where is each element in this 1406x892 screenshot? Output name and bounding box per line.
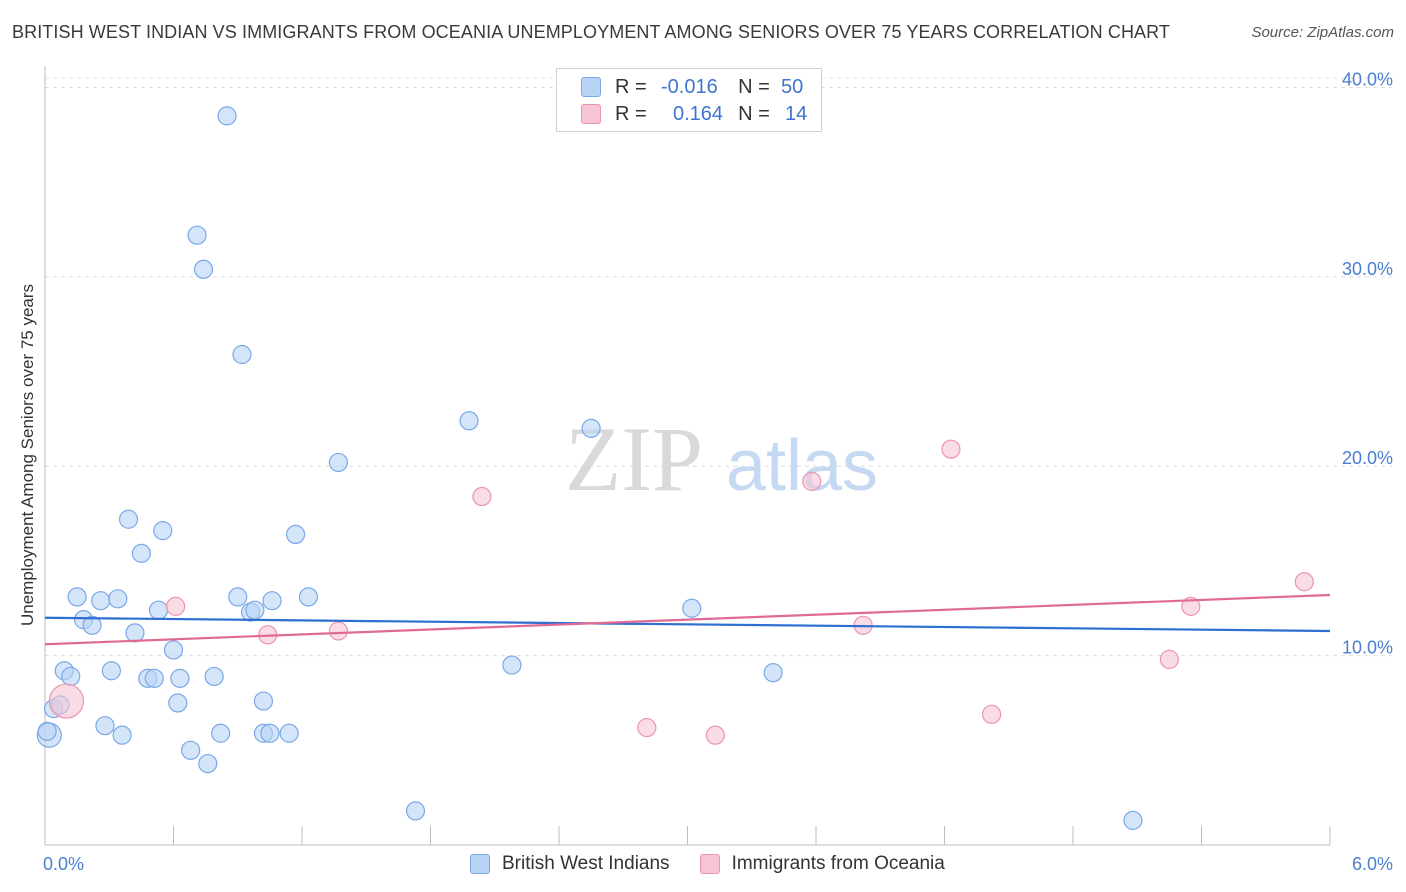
point-immigrants-oceania bbox=[705, 725, 725, 745]
point-british-west-indians bbox=[405, 801, 426, 821]
point-british-west-indians bbox=[763, 663, 783, 683]
x-tick-label: 6.0% bbox=[1352, 854, 1393, 874]
point-immigrants-oceania bbox=[48, 683, 85, 719]
point-immigrants-oceania bbox=[637, 717, 657, 738]
point-british-west-indians bbox=[328, 452, 349, 473]
point-british-west-indians bbox=[232, 344, 252, 365]
scatter-points bbox=[36, 106, 1314, 830]
point-british-west-indians bbox=[285, 524, 306, 545]
y-tick-labels: 10.0% 20.0% 30.0% 40.0% bbox=[1342, 69, 1393, 657]
point-british-west-indians bbox=[459, 411, 479, 431]
point-british-west-indians bbox=[262, 591, 282, 611]
point-immigrants-oceania bbox=[941, 439, 961, 459]
watermark: ZIP atlas bbox=[565, 408, 878, 510]
legend-row-pink: R = 0.164 N = 14 bbox=[581, 103, 807, 125]
watermark-atlas: atlas bbox=[726, 426, 878, 506]
series-name-pink: Immigrants from Oceania bbox=[731, 853, 945, 874]
y-tick-label: 40.0% bbox=[1342, 69, 1393, 89]
correlation-legend: R = -0.016 N = 50 R = 0.164 N = 14 bbox=[556, 68, 822, 132]
r-value-blue: -0.016 bbox=[661, 75, 718, 98]
point-british-west-indians bbox=[112, 725, 132, 745]
point-immigrants-oceania bbox=[982, 704, 1002, 724]
point-british-west-indians bbox=[1123, 810, 1143, 830]
point-british-west-indians bbox=[144, 668, 164, 688]
point-british-west-indians bbox=[118, 509, 139, 529]
y-axis-label: Unemployment Among Seniors over 75 years bbox=[18, 284, 37, 626]
series-legend: British West Indians Immigrants from Oce… bbox=[470, 851, 975, 877]
blue-legend-swatch bbox=[470, 854, 490, 874]
point-british-west-indians bbox=[228, 587, 248, 607]
axes bbox=[44, 66, 1331, 846]
point-british-west-indians bbox=[168, 693, 188, 713]
series-legend-pink: Immigrants from Oceania bbox=[699, 853, 945, 875]
y-tick-label: 20.0% bbox=[1342, 448, 1393, 468]
point-british-west-indians bbox=[181, 740, 201, 760]
point-british-west-indians bbox=[187, 225, 207, 245]
point-british-west-indians bbox=[581, 418, 601, 438]
point-british-west-indians bbox=[101, 661, 121, 681]
source-label: Source: ZipAtlas.com bbox=[1251, 24, 1394, 41]
n-label: N = bbox=[738, 75, 770, 98]
x-tick-labels: 0.0% 6.0% bbox=[43, 854, 1393, 874]
point-immigrants-oceania bbox=[802, 471, 822, 491]
point-immigrants-oceania bbox=[166, 596, 186, 616]
r-label: R = bbox=[615, 75, 647, 98]
r-label: R = bbox=[615, 102, 647, 125]
point-immigrants-oceania bbox=[1294, 572, 1314, 592]
x-tick-label: 0.0% bbox=[43, 854, 84, 874]
y-tick-label: 30.0% bbox=[1342, 259, 1393, 279]
point-british-west-indians bbox=[153, 521, 173, 541]
point-british-west-indians bbox=[204, 666, 224, 687]
point-british-west-indians bbox=[91, 591, 111, 611]
point-immigrants-oceania bbox=[328, 621, 349, 641]
point-british-west-indians bbox=[61, 666, 81, 687]
trend-lines bbox=[44, 593, 1331, 646]
n-value-blue: 50 bbox=[781, 75, 804, 98]
point-british-west-indians bbox=[67, 587, 87, 607]
point-british-west-indians bbox=[217, 106, 237, 126]
series-legend-blue: British West Indians bbox=[470, 853, 670, 875]
point-british-west-indians bbox=[125, 623, 145, 643]
point-british-west-indians bbox=[298, 587, 319, 607]
point-immigrants-oceania bbox=[472, 486, 492, 507]
pink-swatch bbox=[581, 104, 601, 124]
point-british-west-indians bbox=[502, 655, 522, 675]
point-british-west-indians bbox=[211, 723, 231, 743]
point-british-west-indians bbox=[148, 600, 169, 620]
point-british-west-indians bbox=[245, 600, 265, 620]
point-british-west-indians bbox=[82, 615, 102, 635]
point-british-west-indians bbox=[95, 716, 115, 736]
point-british-west-indians bbox=[193, 259, 214, 279]
n-label: N = bbox=[738, 102, 770, 125]
pink-legend-swatch bbox=[699, 854, 720, 874]
point-british-west-indians bbox=[260, 723, 280, 743]
point-immigrants-oceania bbox=[1181, 596, 1201, 616]
point-british-west-indians bbox=[37, 721, 57, 741]
point-british-west-indians bbox=[198, 753, 218, 774]
blue-swatch bbox=[581, 77, 601, 97]
grid-lines bbox=[45, 77, 1392, 657]
n-value-pink: 14 bbox=[785, 102, 808, 125]
point-british-west-indians bbox=[163, 640, 184, 660]
trend-line-immigrants-oceania bbox=[44, 593, 1331, 646]
chart-title: BRITISH WEST INDIAN VS IMMIGRANTS FROM O… bbox=[12, 22, 1171, 42]
point-british-west-indians bbox=[682, 598, 702, 618]
trend-line-british-west-indians bbox=[44, 616, 1331, 633]
point-immigrants-oceania bbox=[1159, 649, 1179, 670]
point-british-west-indians bbox=[170, 668, 190, 688]
y-tick-label: 10.0% bbox=[1342, 638, 1393, 658]
point-british-west-indians bbox=[108, 589, 128, 609]
point-british-west-indians bbox=[279, 723, 299, 743]
r-value-pink: 0.164 bbox=[673, 102, 724, 125]
series-name-blue: British West Indians bbox=[502, 853, 670, 874]
legend-row-blue: R = -0.016 N = 50 bbox=[581, 76, 803, 98]
point-british-west-indians bbox=[253, 691, 274, 711]
point-british-west-indians bbox=[131, 543, 151, 563]
